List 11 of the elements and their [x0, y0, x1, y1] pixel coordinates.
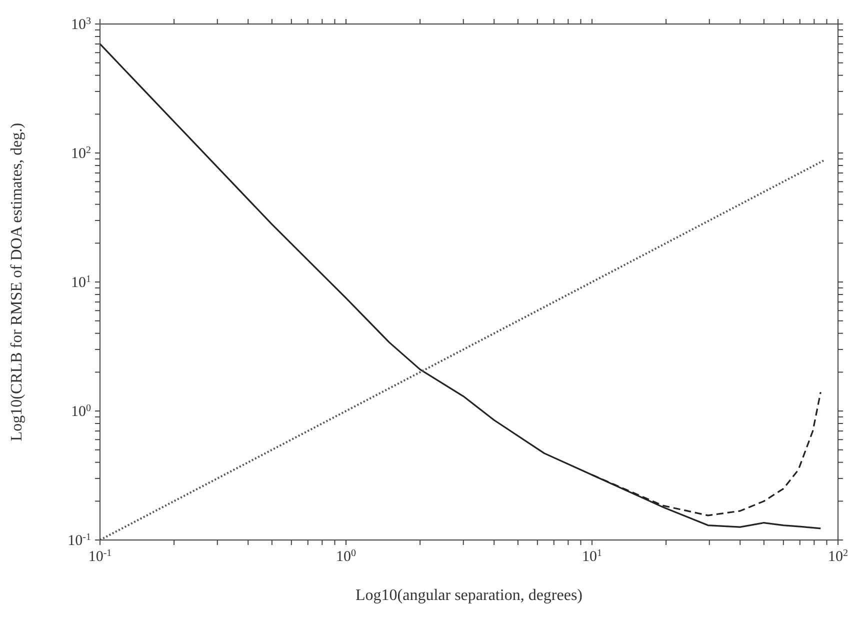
x-tick-label: 10$^{1}$ — [582, 548, 602, 565]
x-axis-title: Log10(angular separation, degrees) — [355, 587, 583, 604]
y-tick-label: 10$^{1}$ — [71, 274, 91, 291]
y-tick-label: 10$^{0}$ — [71, 402, 91, 420]
y-tick-label: 10$^{-1}$ — [68, 532, 91, 549]
x-tick-label: 10$^{2}$ — [828, 548, 848, 565]
x-tick-label: 10$^{-1}$ — [88, 548, 112, 565]
y-axis-title: Log10(CRLB for RMSE of DOA estimates, deg.) — [8, 122, 26, 442]
x-tick-label: 10$^{0}$ — [336, 548, 356, 565]
y-tick-label: 10$^{2}$ — [71, 144, 91, 162]
y-tick-label: 10$^{3}$ — [71, 16, 91, 33]
